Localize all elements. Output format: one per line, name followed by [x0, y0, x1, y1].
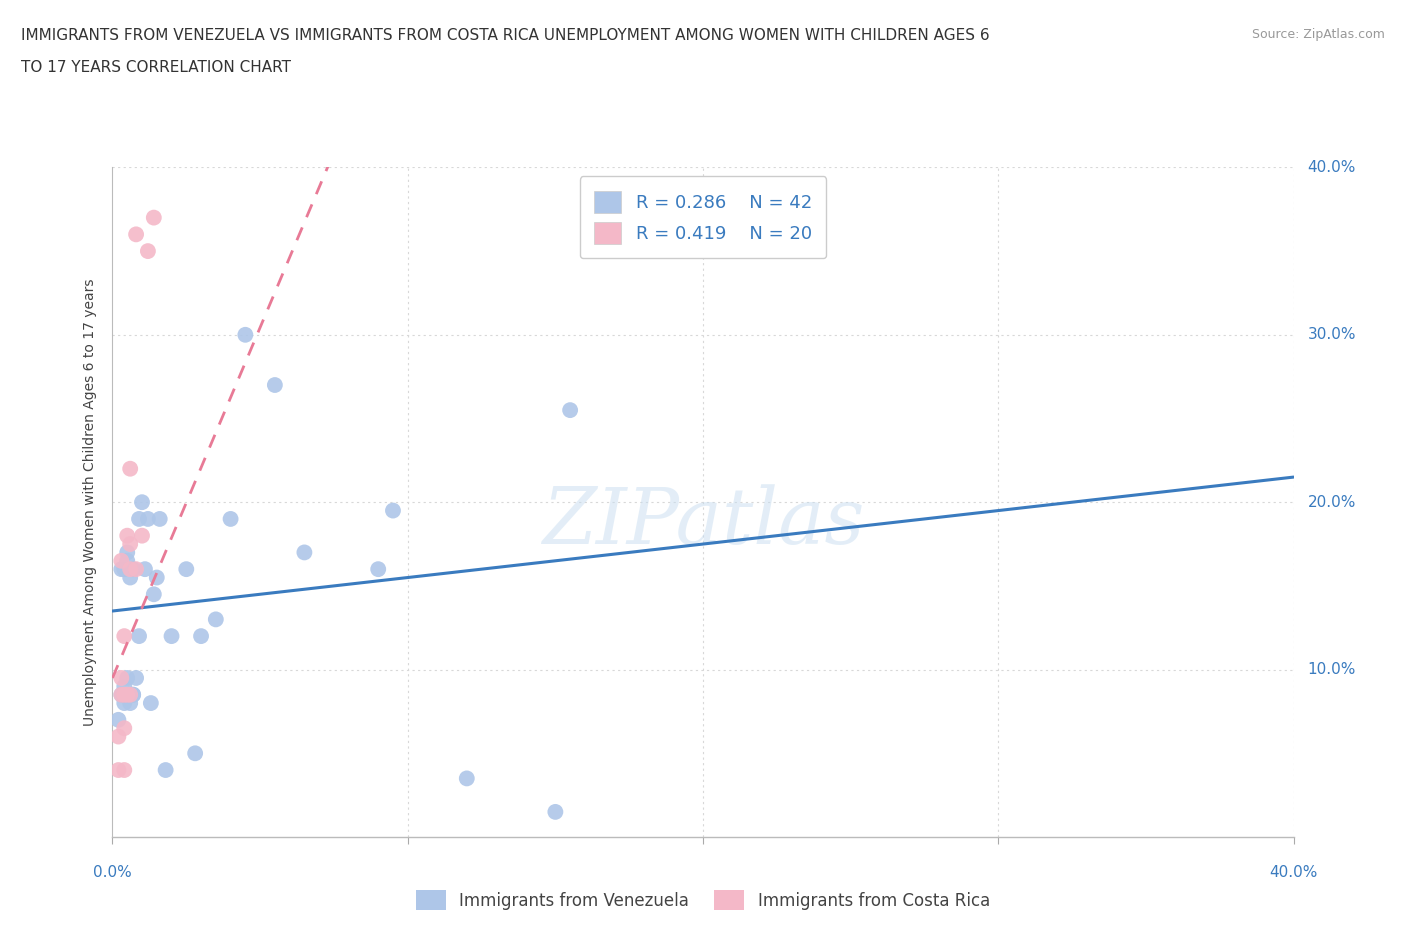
Point	[110, 562, 132, 577]
Point	[112, 687, 135, 702]
Point	[160, 629, 183, 644]
Point	[205, 612, 228, 627]
Text: Source: ZipAtlas.com: Source: ZipAtlas.com	[1251, 28, 1385, 41]
Point	[120, 537, 142, 551]
Point	[155, 763, 177, 777]
Point	[122, 687, 145, 702]
Point	[128, 629, 150, 644]
Point	[112, 562, 135, 577]
Point	[112, 687, 135, 702]
Point	[125, 227, 148, 242]
Point	[117, 545, 138, 560]
Point	[112, 696, 135, 711]
Point	[125, 562, 148, 577]
Text: 0.0%: 0.0%	[93, 865, 132, 880]
Point	[110, 687, 132, 702]
Point	[112, 721, 135, 736]
Point	[120, 687, 142, 702]
Point	[382, 503, 405, 518]
Point	[174, 562, 197, 577]
Text: ZIPatlas: ZIPatlas	[541, 485, 865, 561]
Y-axis label: Unemployment Among Women with Children Ages 6 to 17 years: Unemployment Among Women with Children A…	[83, 278, 97, 726]
Point	[190, 629, 212, 644]
Text: 40.0%: 40.0%	[1308, 160, 1355, 175]
Point	[120, 696, 142, 711]
Point	[456, 771, 478, 786]
Point	[131, 495, 153, 510]
Point	[110, 671, 132, 685]
Legend: Immigrants from Venezuela, Immigrants from Costa Rica: Immigrants from Venezuela, Immigrants fr…	[409, 884, 997, 917]
Point	[110, 687, 132, 702]
Point	[233, 327, 256, 342]
Point	[184, 746, 207, 761]
Point	[122, 562, 145, 577]
Point	[122, 687, 145, 702]
Text: 40.0%: 40.0%	[1270, 865, 1317, 880]
Point	[120, 570, 142, 585]
Point	[136, 512, 159, 526]
Point	[142, 210, 165, 225]
Point	[264, 378, 287, 392]
Point	[558, 403, 582, 418]
Point	[112, 679, 135, 694]
Point	[125, 671, 148, 685]
Point	[107, 763, 129, 777]
Point	[292, 545, 315, 560]
Text: 10.0%: 10.0%	[1308, 662, 1355, 677]
Point	[107, 729, 129, 744]
Point	[110, 553, 132, 568]
Point	[117, 553, 138, 568]
Legend: R = 0.286    N = 42, R = 0.419    N = 20: R = 0.286 N = 42, R = 0.419 N = 20	[579, 177, 827, 259]
Point	[136, 244, 159, 259]
Point	[117, 687, 138, 702]
Point	[139, 696, 162, 711]
Point	[142, 587, 165, 602]
Point	[107, 712, 129, 727]
Text: IMMIGRANTS FROM VENEZUELA VS IMMIGRANTS FROM COSTA RICA UNEMPLOYMENT AMONG WOMEN: IMMIGRANTS FROM VENEZUELA VS IMMIGRANTS …	[21, 28, 990, 43]
Point	[112, 763, 135, 777]
Point	[117, 528, 138, 543]
Point	[219, 512, 242, 526]
Text: TO 17 YEARS CORRELATION CHART: TO 17 YEARS CORRELATION CHART	[21, 60, 291, 75]
Point	[134, 562, 156, 577]
Point	[112, 629, 135, 644]
Point	[149, 512, 172, 526]
Point	[146, 570, 169, 585]
Point	[120, 562, 142, 577]
Point	[544, 804, 567, 819]
Point	[117, 687, 138, 702]
Point	[120, 687, 142, 702]
Point	[120, 461, 142, 476]
Point	[367, 562, 389, 577]
Text: 30.0%: 30.0%	[1308, 327, 1355, 342]
Text: 20.0%: 20.0%	[1308, 495, 1355, 510]
Point	[131, 528, 153, 543]
Point	[128, 512, 150, 526]
Point	[117, 671, 138, 685]
